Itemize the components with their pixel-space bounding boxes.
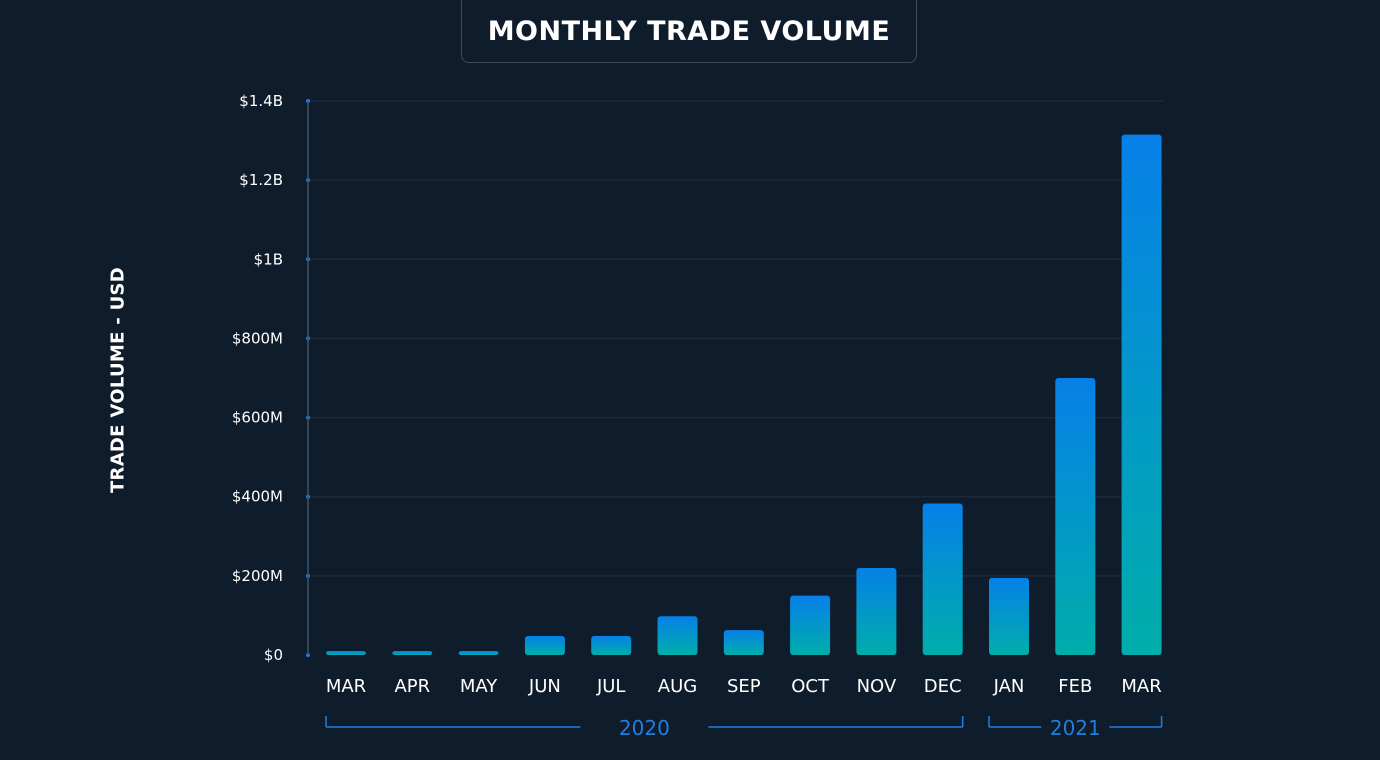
bar-mar-12	[1121, 134, 1162, 655]
x-tick-label: MAR	[326, 676, 366, 697]
x-tick-label: APR	[394, 676, 430, 697]
grid-layer	[308, 100, 1163, 577]
bar-apr-1	[392, 651, 433, 655]
group-label-2021: 2021	[1050, 716, 1101, 740]
x-tick-label: NOV	[857, 676, 897, 697]
bar-jul-4	[591, 636, 632, 655]
bar-layer	[326, 134, 1162, 655]
x-tick-label: SEP	[727, 676, 761, 697]
bar-feb-11	[1055, 378, 1096, 655]
y-tick-label: $1.4B	[239, 92, 283, 110]
y-tick-label: $1B	[254, 250, 283, 268]
axis-layer	[306, 99, 310, 657]
bar-nov-8	[856, 567, 897, 655]
y-tick-label: $200M	[232, 567, 283, 585]
bar-jan-10	[989, 577, 1029, 655]
chart-title-box: MONTHLY TRADE VOLUME	[461, 0, 917, 63]
y-tick-label: $400M	[232, 488, 283, 506]
bar-aug-5	[657, 616, 698, 655]
x-tick-label: FEB	[1058, 676, 1092, 697]
x-tick-label: JUN	[528, 676, 561, 697]
x-tick-label: DEC	[924, 676, 962, 697]
x-tick-label: AUG	[658, 676, 697, 697]
x-tick-label: JUL	[596, 676, 626, 697]
bar-dec-9	[922, 503, 963, 655]
group-label-2020: 2020	[619, 716, 670, 740]
bar-sep-6	[723, 630, 764, 655]
chart-title: MONTHLY TRADE VOLUME	[487, 16, 891, 47]
group-layer: 2020 2021	[325, 716, 1163, 740]
bar-jun-3	[524, 636, 565, 655]
bar-oct-7	[790, 595, 831, 655]
y-tick-label: $1.2B	[239, 171, 283, 189]
x-tick-label: MAY	[460, 676, 498, 697]
bar-mar-0	[326, 651, 366, 655]
x-tick-label: MAR	[1121, 676, 1161, 697]
bar-may-2	[458, 651, 499, 655]
label-layer: $0 $200M $400M $600M $800M $1B $1.2B $1.4B MAR AP…	[232, 92, 1162, 697]
x-tick-label: OCT	[791, 676, 830, 697]
x-tick-label: JAN	[993, 676, 1025, 697]
y-tick-label: $600M	[232, 409, 283, 427]
y-tick-label: $800M	[232, 329, 283, 347]
y-tick-label: $0	[264, 646, 283, 664]
